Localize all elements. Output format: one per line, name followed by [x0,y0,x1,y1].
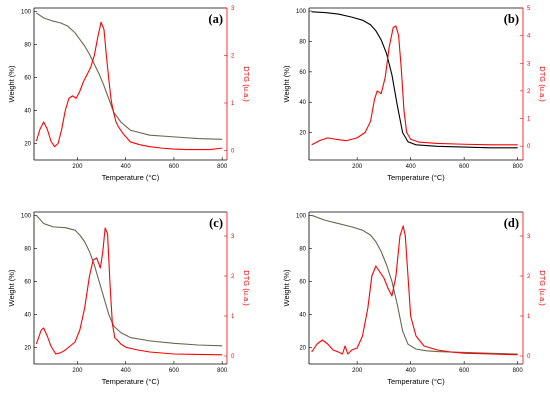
y2-tick-label: 1 [231,314,235,320]
y2-tick-label: 1 [231,101,235,107]
y2-tick-label: 3 [231,6,235,12]
x-tick-label: 200 [72,368,83,374]
y-tick-label: 40 [24,312,31,318]
weight-curve [311,214,518,355]
weight-curve [35,214,223,347]
y2-tick-label: 2 [527,89,531,95]
x-tick-label: 600 [459,164,470,170]
y-tick-label: 60 [24,279,31,285]
x-tick-label: 200 [352,164,363,170]
panel-d: 200 400 600 800 20 40 60 80 100 0 1 2 3 Temperature (… [282,211,547,386]
y2-axis-label: DTG (u.a.) [242,66,251,102]
x-axis-label: Temperature (°C) [102,377,160,386]
y-tick-label: 80 [24,42,31,48]
x-tick-label: 200 [352,368,363,374]
x-axis-label: Temperature (°C) [387,173,445,182]
y-tick-label: 40 [299,100,306,106]
y-axis-label: Weight (%) [7,65,16,102]
x-tick-label: 200 [72,164,83,170]
panel-label: (b) [504,12,519,26]
y2-axis-label: DTG (u.a.) [242,270,251,306]
y2-axis-label: DTG (u.a.) [538,270,547,306]
y-axis-label: Weight (%) [282,269,291,306]
y-tick-label: 20 [299,131,306,137]
y-tick-label: 100 [296,9,307,15]
x-tick-label: 400 [406,164,417,170]
panel-a: 200 400 600 800 20 40 60 80 100 0 1 2 3 Temperature (… [7,6,251,182]
y-tick-label: 20 [24,141,31,147]
y-tick-label: 60 [24,75,31,81]
y-tick-label: 80 [299,39,306,45]
x-tick-label: 600 [169,164,180,170]
x-tick-label: 800 [513,164,524,170]
weight-curve [311,11,518,149]
y2-tick-label: 5 [527,6,531,12]
x-tick-label: 800 [217,164,228,170]
y2-axis-label: DTG (u.a.) [538,66,547,102]
y-tick-label: 60 [299,279,306,285]
y-tick-label: 40 [299,312,306,318]
y2-tick-label: 3 [527,234,531,240]
x-tick-label: 600 [459,368,470,374]
y2-tick-label: 3 [231,234,235,240]
y2-tick-label: 0 [231,354,235,360]
x-tick-label: 400 [406,368,417,374]
y-tick-label: 60 [299,70,306,76]
panel-b: 200 400 600 800 20 40 60 80 100 0 1 2 3 4 5 Temperature… [282,6,547,182]
y-tick-label: 100 [21,9,32,15]
x-tick-label: 800 [513,368,524,374]
y-tick-label: 80 [24,246,31,252]
panel-label: (d) [504,216,519,230]
y2-tick-label: 4 [527,34,531,40]
y-tick-label: 40 [24,108,31,114]
y2-tick-label: 0 [527,144,531,150]
panel-c: 200 400 600 800 20 40 60 80 100 0 1 2 3 Temperature (… [7,211,251,386]
x-axis-label: Temperature (°C) [102,173,160,182]
y-tick-label: 80 [299,246,306,252]
y-tick-label: 20 [299,345,306,351]
x-tick-label: 400 [121,164,132,170]
y2-tick-label: 0 [231,149,235,155]
x-tick-label: 600 [169,368,180,374]
panel-label: (a) [208,12,223,26]
y2-tick-label: 3 [527,61,531,67]
y2-tick-label: 2 [527,274,531,280]
x-tick-label: 400 [121,368,132,374]
y2-tick-label: 2 [231,274,235,280]
y2-tick-label: 2 [231,54,235,60]
x-tick-label: 800 [217,368,228,374]
dtg-curve [311,225,518,356]
dtg-curve [35,227,223,356]
y-tick-label: 100 [296,213,307,219]
panel-label: (c) [209,216,223,230]
dtg-curve [311,25,518,146]
y2-tick-label: 1 [527,314,531,320]
y-tick-label: 20 [24,345,31,351]
y-axis-label: Weight (%) [7,269,16,306]
dtg-curve [35,21,223,151]
y2-tick-label: 1 [527,117,531,123]
y2-tick-label: 0 [527,354,531,360]
y-tick-label: 100 [21,213,32,219]
y-axis-label: Weight (%) [282,65,291,102]
weight-curve [36,12,223,140]
x-axis-label: Temperature (°C) [387,377,445,386]
